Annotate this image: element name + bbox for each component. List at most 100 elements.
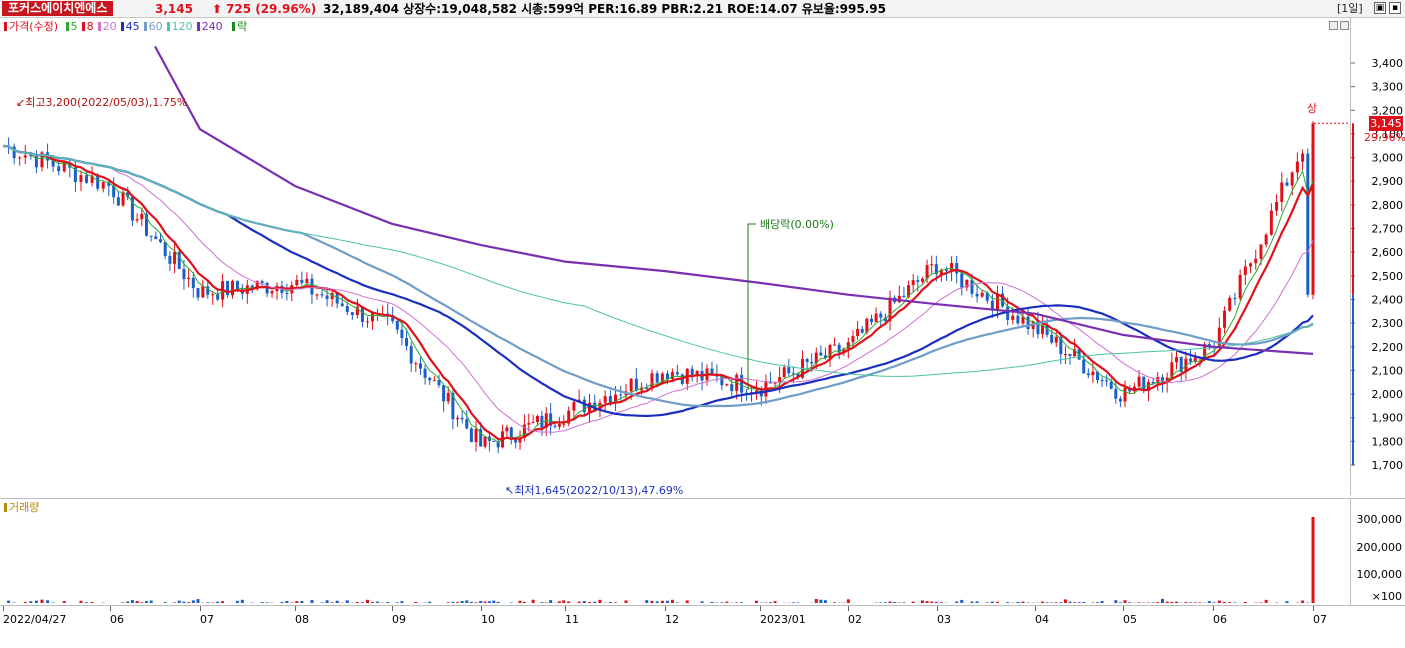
date-tick bbox=[3, 606, 4, 611]
volume-bar bbox=[1311, 517, 1315, 603]
volume-bar bbox=[879, 602, 883, 603]
legend-ex[interactable]: 락 bbox=[232, 20, 249, 33]
candle-body bbox=[837, 344, 841, 353]
volume-bar bbox=[1156, 602, 1160, 603]
candle-body bbox=[400, 329, 404, 339]
volume-bar bbox=[240, 599, 244, 603]
candle-body bbox=[168, 255, 172, 264]
restore-icon[interactable]: ▣ bbox=[1374, 2, 1386, 14]
candle-body bbox=[405, 338, 409, 347]
legend-ma-60[interactable]: 60 bbox=[143, 20, 165, 33]
candle-body bbox=[23, 155, 27, 158]
candle-body bbox=[1109, 381, 1113, 389]
upper-limit-label: 상 bbox=[1307, 102, 1318, 115]
price-tick-label: 2,800 bbox=[1372, 199, 1404, 212]
volume-chart[interactable] bbox=[0, 498, 1350, 605]
minimize-pane-icon[interactable] bbox=[1329, 21, 1338, 30]
candle-body bbox=[159, 239, 163, 243]
stock-name[interactable]: 포커스에이치엔에스 bbox=[2, 1, 114, 16]
candle-body bbox=[492, 440, 496, 442]
period-button[interactable]: [1일] bbox=[1337, 2, 1363, 15]
volume-bar bbox=[754, 600, 758, 603]
candle-body bbox=[883, 317, 887, 322]
date-tick bbox=[1035, 606, 1036, 611]
candle-body bbox=[1100, 380, 1104, 382]
candle-body bbox=[540, 415, 544, 428]
candle-body bbox=[135, 219, 139, 221]
candle-body bbox=[1249, 263, 1253, 267]
price-chart[interactable] bbox=[0, 18, 1350, 495]
candle-body bbox=[670, 372, 674, 380]
legend-ma-20[interactable]: 20 bbox=[97, 20, 119, 33]
candle-body bbox=[939, 269, 943, 275]
volume-bar bbox=[360, 602, 364, 603]
volume-bar bbox=[700, 601, 704, 603]
volume-chart-svg bbox=[7, 517, 1315, 603]
candle-body bbox=[603, 396, 607, 403]
candle-body bbox=[773, 382, 777, 384]
candle-body bbox=[414, 363, 418, 365]
legend-ma-8[interactable]: 8 bbox=[81, 20, 96, 33]
date-tick bbox=[937, 606, 938, 611]
candle-body bbox=[428, 377, 432, 381]
candle-body bbox=[791, 373, 795, 375]
volume-bar bbox=[140, 602, 144, 603]
legend-ex-label: 락 bbox=[237, 20, 248, 33]
volume-bar bbox=[182, 601, 186, 603]
volume-bar bbox=[720, 602, 724, 603]
price-tick-label: 2,300 bbox=[1372, 317, 1404, 330]
arrow-icon: ↙ bbox=[16, 96, 26, 109]
legend-ma-list: 5 8 20 45 60 120 240 bbox=[65, 20, 227, 33]
candle-body bbox=[355, 306, 359, 316]
candle-body bbox=[782, 367, 786, 378]
volume-bar bbox=[260, 602, 264, 603]
candle-body bbox=[1295, 161, 1299, 173]
candle-body bbox=[846, 342, 850, 349]
price-chart-svg bbox=[2, 45, 1350, 454]
candle-body bbox=[833, 344, 837, 346]
candle-body bbox=[768, 382, 772, 384]
volume-tick-label: 100,000 bbox=[1356, 568, 1403, 582]
volume-bar bbox=[135, 600, 139, 603]
volume-bar bbox=[670, 599, 674, 603]
candle-body bbox=[567, 410, 571, 424]
volume-bar bbox=[149, 600, 153, 603]
candle-body bbox=[720, 376, 724, 386]
legend-ma-120[interactable]: 120 bbox=[166, 20, 195, 33]
volume-bar bbox=[144, 601, 148, 603]
volume-bar bbox=[130, 600, 134, 603]
candle-body bbox=[295, 279, 299, 286]
candle-body bbox=[320, 294, 324, 296]
legend-ma-label: 240 bbox=[201, 20, 223, 33]
candle-body bbox=[437, 380, 441, 386]
volume-bar bbox=[814, 599, 818, 603]
volume-bar bbox=[460, 600, 464, 603]
candle-body bbox=[588, 402, 592, 413]
volume-bar bbox=[1212, 602, 1216, 603]
volume-bar bbox=[216, 601, 220, 603]
legend-price[interactable]: 가격(수정) bbox=[4, 20, 60, 33]
volume-bar bbox=[823, 600, 827, 603]
volume-bar bbox=[177, 600, 181, 603]
candle-body bbox=[29, 155, 33, 157]
price-axis-svg: 3,400 3,300 3,200 3,100 3,000 2,900 2,800 2,700… bbox=[1351, 57, 1404, 472]
volume-bar bbox=[1021, 601, 1025, 603]
legend-ma-240[interactable]: 240 bbox=[196, 20, 225, 33]
candle-body bbox=[980, 292, 984, 297]
candle-body bbox=[1068, 354, 1072, 356]
legend-ma-5[interactable]: 5 bbox=[65, 20, 80, 33]
volume-bar bbox=[320, 602, 324, 603]
close-icon[interactable]: ▪ bbox=[1389, 2, 1401, 14]
volume-bar bbox=[330, 602, 334, 603]
candle-body bbox=[330, 292, 334, 300]
legend-ma-45[interactable]: 45 bbox=[120, 20, 142, 33]
maximize-pane-icon[interactable] bbox=[1340, 21, 1349, 30]
candle-body bbox=[934, 264, 938, 275]
candle-body bbox=[173, 251, 177, 264]
candle-body bbox=[130, 196, 134, 221]
candle-body bbox=[474, 429, 478, 443]
candle-body bbox=[154, 236, 158, 240]
volume-bar bbox=[85, 602, 89, 603]
candle-body bbox=[754, 390, 758, 393]
candle-body bbox=[874, 313, 878, 323]
